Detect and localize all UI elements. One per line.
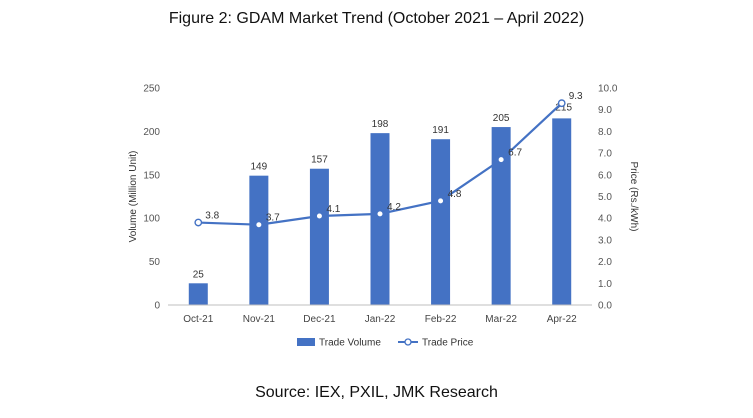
- y-axis-title-left: Volume (Million Unit): [128, 151, 139, 243]
- y-tick-right-9.0: 9.0: [598, 105, 612, 116]
- y-tick-left-200: 200: [143, 127, 160, 138]
- x-tick-Mar-22: Mar-22: [485, 314, 517, 325]
- bar-Oct-21: [188, 283, 208, 305]
- price-label-Oct-21: 3.8: [205, 211, 219, 222]
- y-tick-right-0.0: 0.0: [598, 301, 612, 312]
- legend-swatch-trade-price-marker: [404, 338, 412, 346]
- bar-label-Apr-22: 215: [555, 102, 572, 113]
- y-tick-left-100: 100: [143, 214, 160, 225]
- x-tick-Oct-21: Oct-21: [183, 314, 213, 325]
- x-tick-Apr-22: Apr-22: [547, 314, 577, 325]
- bar-label-Feb-22: 191: [432, 125, 449, 136]
- figure-source: Source: IEX, PXIL, JMK Research: [255, 384, 498, 401]
- legend-swatch-trade-volume: [297, 338, 315, 346]
- axes-group: Oct-21 Nov-21 Dec-21 Jan-22 Feb-22 Mar-22 Apr-…: [128, 84, 639, 326]
- bar-label-Oct-21: 25: [193, 269, 205, 280]
- x-tick-Jan-22: Jan-22: [365, 314, 396, 325]
- legend: Trade Volume Trade Price: [297, 338, 474, 349]
- y-tick-left-50: 50: [149, 257, 161, 268]
- bar-label-Jan-22: 198: [372, 119, 389, 130]
- y-tick-right-3.0: 3.0: [598, 235, 612, 246]
- y-tick-right-6.0: 6.0: [598, 170, 612, 181]
- bar-Jan-22: [370, 133, 390, 305]
- price-point-Nov-21: [254, 220, 263, 229]
- price-point-Oct-21: [194, 218, 203, 227]
- y-tick-right-7.0: 7.0: [598, 149, 612, 160]
- y-tick-right-1.0: 1.0: [598, 279, 612, 290]
- bar-label-Dec-21: 157: [311, 155, 328, 166]
- y-tick-right-2.0: 2.0: [598, 257, 612, 268]
- price-point-Apr-22: [557, 99, 566, 108]
- figure-title: Figure 2: GDAM Market Trend (October 202…: [168, 10, 585, 27]
- line-group: 3.8 3.7 4.1 4.2 4.8 6.7 9.3: [194, 91, 583, 229]
- legend-label-trade-price: Trade Price: [422, 338, 474, 349]
- price-point-Jan-22: [376, 209, 384, 218]
- y-axis-title-right: Price (Rs./kWh): [628, 162, 639, 232]
- y-tick-right-8.0: 8.0: [598, 127, 612, 138]
- price-label-Nov-21: 3.7: [266, 213, 280, 224]
- bar-label-Nov-21: 149: [251, 162, 268, 173]
- price-label-Apr-22: 9.3: [569, 91, 583, 102]
- price-label-Feb-22: 4.8: [448, 189, 462, 200]
- bar-Nov-21: [249, 175, 269, 305]
- price-point-Feb-22: [436, 196, 445, 205]
- bar-Apr-22: [552, 118, 572, 305]
- price-point-Mar-22: [497, 155, 506, 164]
- bar-Feb-22: [431, 139, 451, 305]
- price-label-Dec-21: 4.1: [326, 204, 340, 215]
- x-tick-Feb-22: Feb-22: [425, 314, 457, 325]
- bar-Dec-21: [309, 168, 329, 305]
- legend-label-trade-volume: Trade Volume: [319, 338, 381, 349]
- y-tick-left-0: 0: [154, 301, 160, 312]
- y-tick-left-150: 150: [143, 170, 160, 181]
- bar-Mar-22: [491, 127, 511, 305]
- bar-label-Mar-22: 205: [493, 113, 510, 124]
- price-point-Dec-21: [315, 212, 324, 220]
- y-tick-right-5.0: 5.0: [598, 192, 612, 203]
- y-tick-right-10.0: 10.0: [598, 84, 618, 95]
- x-tick-Dec-21: Dec-21: [303, 314, 336, 325]
- x-tick-Nov-21: Nov-21: [243, 314, 276, 325]
- bars-group: 25 149 157 198 191 205 215: [188, 102, 572, 305]
- price-label-Mar-22: 6.7: [508, 148, 522, 159]
- y-tick-right-4.0: 4.0: [598, 214, 612, 225]
- price-label-Jan-22: 4.2: [387, 202, 401, 213]
- y-tick-left-250: 250: [143, 84, 160, 95]
